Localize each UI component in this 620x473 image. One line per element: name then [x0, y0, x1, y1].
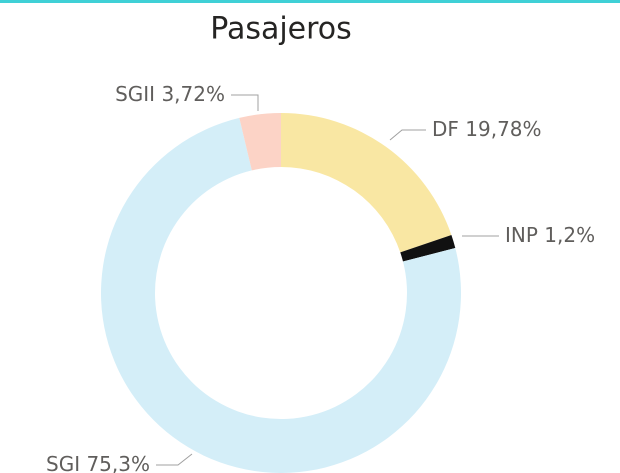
label-category: DF — [432, 117, 459, 141]
donut — [101, 113, 461, 473]
label-value: 75,3% — [86, 452, 150, 473]
label-category: SGI — [46, 452, 80, 473]
top-border — [0, 0, 620, 3]
donut-slice — [281, 113, 452, 253]
chart-title: Pasajeros — [210, 12, 352, 47]
label-value: 1,2% — [544, 223, 595, 247]
label-value: 3,72% — [161, 82, 225, 106]
leader-line — [389, 129, 426, 141]
donut-slice — [400, 235, 456, 262]
donut-slice — [101, 117, 461, 473]
label-category: SGII — [115, 82, 155, 106]
data-label: DF 19,78% — [432, 117, 542, 141]
leader-line — [231, 94, 259, 111]
donut-slice — [239, 113, 281, 171]
label-category: INP — [505, 223, 538, 247]
data-label: SGI 75,3% — [46, 452, 150, 473]
leader-line — [156, 453, 193, 466]
data-label: INP 1,2% — [505, 223, 595, 247]
label-value: 19,78% — [465, 117, 541, 141]
data-label: SGII 3,72% — [115, 82, 225, 106]
